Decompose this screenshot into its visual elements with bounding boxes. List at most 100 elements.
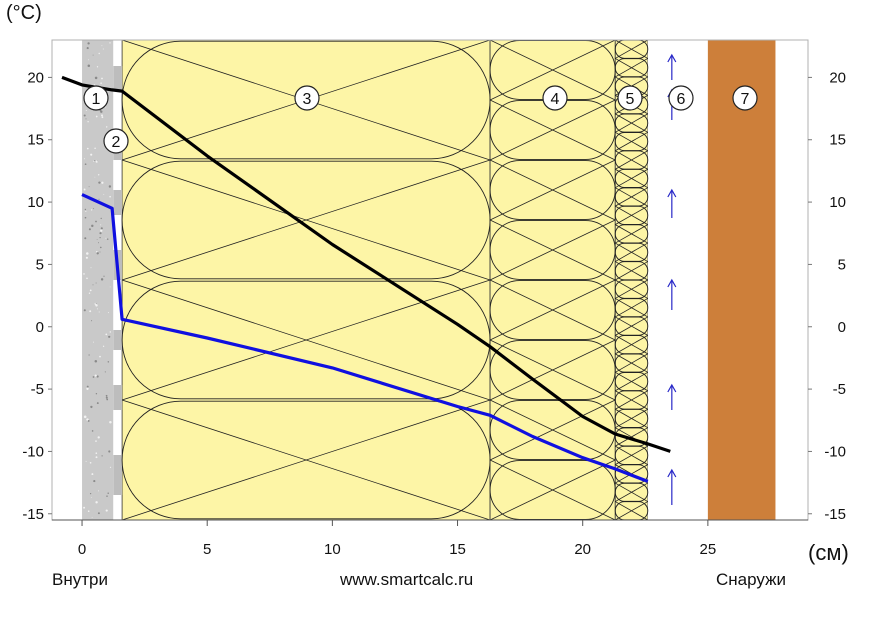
concrete-speckle: [83, 273, 85, 275]
concrete-speckle: [98, 198, 100, 200]
y-tick-label-right: 20: [829, 69, 846, 86]
y-tick-label-left: 10: [27, 194, 44, 211]
batt-diagonal: [646, 519, 648, 520]
concrete-speckle: [94, 176, 96, 178]
concrete-speckle: [101, 116, 104, 119]
concrete-speckle: [100, 110, 103, 113]
concrete-speckle: [98, 52, 100, 55]
concrete-speckle: [99, 232, 102, 235]
concrete-speckle: [97, 436, 100, 439]
dewpoint-line: [81, 193, 649, 483]
batt-diagonal: [615, 242, 648, 262]
concrete-speckle: [92, 376, 95, 378]
concrete-speckle: [87, 64, 91, 68]
concrete-speckle: [87, 121, 89, 123]
y-tick-label-right: -5: [833, 381, 846, 398]
concrete-speckle: [89, 492, 92, 495]
y-tick-label-left: -5: [31, 381, 44, 398]
batt-diagonal: [615, 353, 648, 373]
batt-diagonal: [489, 459, 616, 520]
concrete-speckle: [100, 217, 102, 220]
layer-3-badge: [294, 85, 320, 111]
concrete-speckle: [83, 158, 85, 160]
concrete-speckle: [105, 106, 107, 108]
concrete-speckle: [99, 236, 101, 239]
layer-1-badge: [83, 85, 109, 111]
batt-diagonal: [615, 519, 617, 520]
concrete-speckle: [89, 289, 92, 292]
batt-diagonal: [615, 150, 648, 170]
batt-diagonal: [615, 445, 648, 465]
concrete-speckle: [94, 76, 98, 80]
x-tick-label: 5: [203, 541, 211, 558]
concrete-speckle: [101, 77, 103, 80]
concrete-speckle: [98, 490, 99, 492]
concrete-speckle: [91, 473, 94, 476]
airflow-arrow-head: [667, 278, 677, 288]
mortar-block: [113, 455, 123, 495]
series-lines: [61, 75, 671, 483]
concrete-speckle: [109, 195, 111, 198]
concrete-speckle: [96, 402, 99, 405]
concrete-speckle: [97, 512, 100, 515]
y-tick-label-right: -10: [824, 443, 846, 460]
batt-diagonal: [615, 298, 648, 318]
concrete-speckle: [99, 246, 102, 249]
mortar-block: [113, 66, 123, 90]
website-label: www.smartcalc.ru: [340, 570, 474, 589]
y-tick-label-left: 20: [27, 69, 44, 86]
concrete-speckle: [109, 466, 112, 468]
concrete-speckle: [90, 209, 93, 211]
concrete-speckle: [85, 210, 87, 212]
batt-diagonal: [121, 279, 491, 401]
batt-diagonal: [489, 279, 616, 341]
concrete-speckle: [101, 455, 103, 457]
concrete-speckle: [97, 174, 100, 176]
layer-2-badge: [103, 128, 129, 154]
concrete-speckle: [100, 82, 102, 84]
concrete-speckle: [86, 277, 88, 280]
concrete-speckle: [86, 385, 89, 388]
batt-diagonal: [121, 159, 491, 281]
layer-2-badge-label: 2: [112, 134, 121, 151]
batt-diagonal: [615, 205, 648, 225]
y-tick-label-left: -10: [22, 443, 44, 460]
concrete-speckle: [88, 228, 91, 231]
concrete-speckle: [87, 419, 90, 422]
concrete-speckle: [92, 54, 94, 56]
concrete-speckle: [90, 405, 93, 409]
concrete-speckle: [91, 516, 93, 518]
y-tick-label-right: 0: [838, 319, 846, 336]
concrete-speckle: [91, 430, 94, 432]
batt-diagonal: [615, 371, 648, 392]
concrete-speckle: [96, 66, 99, 68]
concrete-speckle: [106, 238, 109, 240]
airflow-arrow-head: [667, 383, 677, 393]
layer-7-badge-label: 7: [741, 91, 750, 108]
x-tick-label: 0: [78, 541, 86, 558]
batt-diagonal: [615, 408, 648, 429]
concrete-speckle: [105, 126, 108, 128]
batt-diagonal: [615, 427, 648, 447]
batt-diagonal: [489, 99, 616, 161]
concrete-speckle: [95, 456, 98, 459]
batt-diagonal: [489, 40, 616, 101]
concrete-speckle: [96, 375, 99, 378]
concrete-speckle: [98, 181, 101, 184]
batt-diagonal: [615, 58, 648, 78]
concrete-speckle: [92, 284, 94, 286]
concrete-speckle: [106, 398, 109, 401]
concrete-speckle: [86, 252, 89, 255]
layer-1-rect: [82, 40, 114, 520]
y-tick-label-right: 5: [838, 256, 846, 273]
concrete-speckle: [93, 480, 96, 483]
batt-outline: [489, 40, 616, 100]
batt-diagonal: [615, 40, 648, 59]
x-axis-unit-label: (см): [808, 540, 849, 565]
concrete-speckle: [84, 216, 87, 219]
batt-outline: [489, 340, 616, 400]
batt-diagonal: [489, 159, 616, 221]
concrete-speckle: [102, 48, 104, 50]
temperature-line: [61, 75, 671, 453]
concrete-speckle: [94, 147, 96, 150]
